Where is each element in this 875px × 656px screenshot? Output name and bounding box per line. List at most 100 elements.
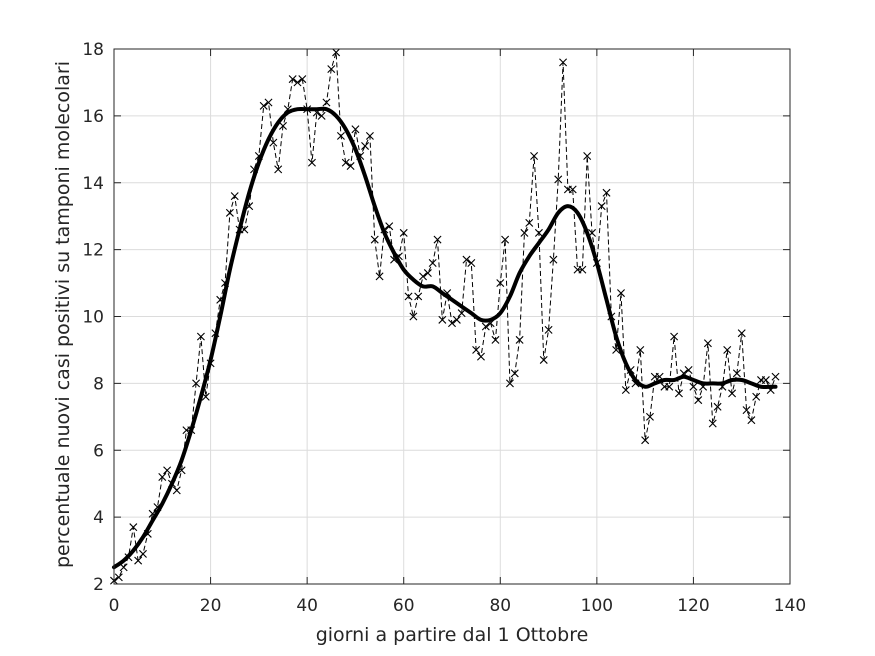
daily-value-marker bbox=[264, 98, 273, 107]
x-tick-label: 0 bbox=[109, 596, 120, 616]
daily-value-marker bbox=[365, 131, 374, 140]
daily-value-marker bbox=[694, 396, 703, 405]
daily-value-marker bbox=[230, 192, 239, 201]
daily-value-marker bbox=[670, 332, 679, 341]
x-tick-label: 40 bbox=[296, 596, 318, 616]
y-tick-label: 10 bbox=[82, 308, 104, 328]
daily-value-marker bbox=[138, 549, 147, 558]
y-tick-label: 14 bbox=[82, 174, 104, 194]
daily-value-marker bbox=[298, 75, 307, 84]
daily-value-marker bbox=[336, 131, 345, 140]
daily-value-marker bbox=[317, 111, 326, 120]
daily-value-marker bbox=[129, 523, 138, 532]
daily-value-marker bbox=[361, 141, 370, 150]
x-tick-label: 20 bbox=[200, 596, 222, 616]
y-tick-label: 18 bbox=[82, 40, 104, 60]
daily-value-marker bbox=[559, 58, 568, 67]
series-layer bbox=[110, 48, 780, 585]
daily-value-marker bbox=[530, 152, 539, 160]
daily-value-marker bbox=[674, 389, 683, 398]
daily-value-marker bbox=[327, 65, 336, 74]
daily-value-marker bbox=[520, 228, 529, 237]
daily-value-marker bbox=[568, 185, 577, 194]
daily-value-marker bbox=[636, 345, 645, 354]
y-tick-label: 8 bbox=[93, 374, 104, 394]
y-axis-title: percentuale nuovi casi positivi su tampo… bbox=[52, 61, 74, 568]
y-tick-label: 2 bbox=[93, 575, 104, 595]
daily-value-marker bbox=[457, 309, 466, 318]
daily-value-marker bbox=[771, 372, 780, 381]
daily-value-marker bbox=[554, 175, 563, 184]
daily-value-marker bbox=[399, 228, 408, 237]
daily-markers bbox=[110, 48, 780, 585]
daily-value-marker bbox=[713, 402, 722, 411]
daily-value-marker bbox=[747, 416, 756, 425]
x-tick-label: 60 bbox=[393, 596, 415, 616]
daily-value-marker bbox=[761, 376, 770, 385]
daily-value-marker bbox=[293, 78, 302, 87]
daily-value-marker bbox=[621, 386, 630, 395]
daily-value-marker bbox=[428, 259, 437, 267]
daily-value-marker bbox=[225, 208, 234, 217]
smoothed-trend-line bbox=[112, 106, 778, 570]
daily-value-marker bbox=[274, 165, 283, 174]
daily-value-marker bbox=[583, 152, 592, 160]
x-tick-label: 100 bbox=[581, 596, 613, 616]
daily-value-marker bbox=[602, 188, 611, 197]
daily-value-marker bbox=[134, 556, 143, 565]
daily-value-marker bbox=[346, 162, 355, 171]
daily-value-marker bbox=[491, 335, 500, 344]
daily-value-marker bbox=[737, 329, 746, 338]
daily-value-marker bbox=[689, 382, 698, 391]
ticks: 0 20 40 60 80 100 120 140 2 4 6 8 10 12 14 16 18 bbox=[82, 40, 806, 616]
daily-value-marker bbox=[515, 335, 524, 344]
daily-value-marker bbox=[472, 345, 481, 354]
daily-value-marker bbox=[375, 272, 384, 281]
daily-value-marker bbox=[163, 466, 172, 475]
daily-value-marker bbox=[385, 222, 394, 231]
daily-value-marker bbox=[332, 48, 341, 57]
daily-value-marker bbox=[114, 573, 123, 582]
daily-value-marker bbox=[597, 202, 606, 211]
daily-value-marker bbox=[496, 279, 505, 288]
daily-value-marker bbox=[544, 325, 553, 334]
daily-value-marker bbox=[476, 352, 485, 361]
daily-value-marker bbox=[409, 312, 418, 321]
daily-value-marker bbox=[438, 315, 447, 324]
daily-value-marker bbox=[288, 75, 297, 84]
daily-value-marker bbox=[732, 369, 741, 378]
daily-value-marker bbox=[433, 235, 442, 244]
y-tick-label: 6 bbox=[93, 441, 104, 461]
daily-value-marker bbox=[728, 389, 737, 398]
daily-value-marker bbox=[419, 272, 428, 281]
daily-value-marker bbox=[172, 486, 181, 495]
daily-value-marker bbox=[723, 345, 732, 354]
daily-value-marker bbox=[423, 269, 432, 278]
daily-value-marker bbox=[481, 322, 490, 331]
daily-value-marker bbox=[617, 289, 625, 298]
daily-value-marker bbox=[404, 292, 413, 301]
daily-value-marker bbox=[742, 406, 751, 415]
daily-value-marker bbox=[158, 473, 167, 481]
daily-value-marker bbox=[578, 265, 587, 274]
daily-value-marker bbox=[641, 436, 650, 445]
daily-value-marker bbox=[452, 315, 461, 324]
daily-value-marker bbox=[259, 101, 268, 110]
daily-value-marker bbox=[279, 121, 287, 130]
daily-value-marker bbox=[665, 382, 674, 391]
daily-value-marker bbox=[525, 218, 534, 227]
daily-value-marker bbox=[708, 419, 717, 428]
daily-value-marker bbox=[510, 369, 519, 378]
daily-value-marker bbox=[322, 98, 331, 107]
daily-value-marker bbox=[414, 292, 423, 301]
daily-value-marker bbox=[351, 125, 360, 134]
daily-value-marker bbox=[501, 235, 510, 244]
daily-value-marker bbox=[534, 228, 543, 237]
x-tick-label: 140 bbox=[774, 596, 806, 616]
daily-value-marker bbox=[448, 319, 456, 328]
x-tick-label: 120 bbox=[677, 596, 709, 616]
daily-values-line bbox=[113, 52, 776, 582]
daily-value-marker bbox=[370, 235, 379, 244]
